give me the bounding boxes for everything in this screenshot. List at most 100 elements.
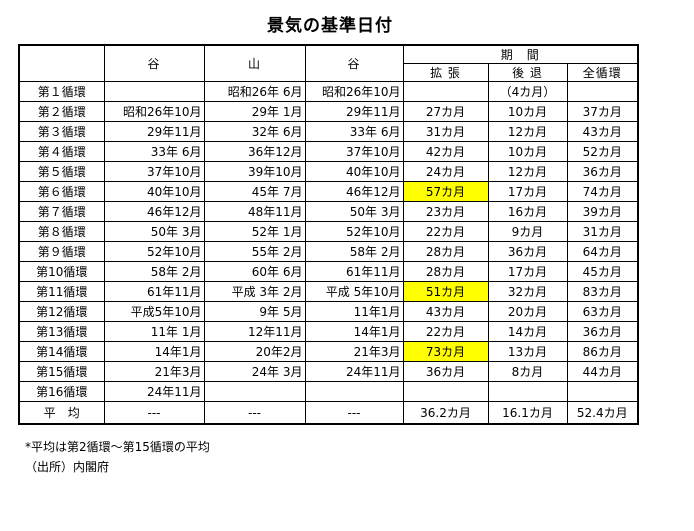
duration-cell: 42カ月 <box>402 141 489 162</box>
date-cell: 46年12月 <box>103 201 205 222</box>
date-cell: 29年 1月 <box>203 101 306 122</box>
average-label: 平 均 <box>18 401 105 425</box>
date-cell: 40年10月 <box>103 181 205 202</box>
cycle-label: 第16循環 <box>18 381 105 402</box>
cycle-label: 第４循環 <box>18 141 105 162</box>
date-cell: 24年 3月 <box>203 361 306 382</box>
duration-cell: 10カ月 <box>487 141 568 162</box>
date-cell: 58年 2月 <box>304 241 404 262</box>
cycle-label: 第13循環 <box>18 321 105 342</box>
cycle-label: 第15循環 <box>18 361 105 382</box>
duration-cell: 39カ月 <box>566 201 639 222</box>
date-cell: 昭和26年10月 <box>103 101 205 122</box>
duration-cell: 36カ月 <box>402 361 489 382</box>
duration-cell: 37カ月 <box>566 101 639 122</box>
header-valley1: 谷 <box>103 44 205 82</box>
table-row: 第１循環 昭和26年 6月 昭和26年10月 （4カ月） <box>18 81 639 102</box>
duration-cell: 14カ月 <box>487 321 568 342</box>
table-row: 第７循環 46年12月 48年11月 50年 3月 23カ月 16カ月 39カ月 <box>18 201 639 222</box>
average-expansion: 36.2カ月 <box>402 401 489 425</box>
duration-cell <box>402 81 489 102</box>
date-cell: 37年10月 <box>304 141 404 162</box>
duration-cell <box>566 381 639 402</box>
duration-cell: 36カ月 <box>566 161 639 182</box>
duration-cell: 28カ月 <box>402 241 489 262</box>
date-cell: 昭和26年 6月 <box>203 81 306 102</box>
header-valley2: 谷 <box>304 44 404 82</box>
date-cell: 33年 6月 <box>103 141 205 162</box>
average-recession: 16.1カ月 <box>487 401 568 425</box>
header-corner <box>18 44 105 82</box>
date-cell: 52年 1月 <box>203 221 306 242</box>
highlighted-duration-cell: 57カ月 <box>402 181 489 202</box>
duration-cell: 9カ月 <box>487 221 568 242</box>
date-cell: 52年10月 <box>103 241 205 262</box>
date-cell: 45年 7月 <box>203 181 306 202</box>
date-cell: 11年1月 <box>304 301 404 322</box>
duration-cell: 31カ月 <box>402 121 489 142</box>
duration-cell: 16カ月 <box>487 201 568 222</box>
table-row: 第８循環 50年 3月 52年 1月 52年10月 22カ月 9カ月 31カ月 <box>18 221 639 242</box>
table-row: 第13循環 11年 1月 12年11月 14年1月 22カ月 14カ月 36カ月 <box>18 321 639 342</box>
date-cell: 58年 2月 <box>103 261 205 282</box>
page-title: 景気の基準日付 <box>267 16 393 36</box>
cycle-label: 第12循環 <box>18 301 105 322</box>
duration-cell: 86カ月 <box>566 341 639 362</box>
date-cell: 14年1月 <box>103 341 205 362</box>
table-row: 第９循環 52年10月 55年 2月 58年 2月 28カ月 36カ月 64カ月 <box>18 241 639 262</box>
date-cell: 20年2月 <box>203 341 306 362</box>
average-valley1: --- <box>103 401 205 425</box>
date-cell: 61年11月 <box>103 281 205 302</box>
date-cell: 46年12月 <box>304 181 404 202</box>
date-cell: 50年 3月 <box>304 201 404 222</box>
cycle-label: 第２循環 <box>18 101 105 122</box>
duration-cell: 17カ月 <box>487 181 568 202</box>
date-cell: 39年10月 <box>203 161 306 182</box>
table-row: 第４循環 33年 6月 36年12月 37年10月 42カ月 10カ月 52カ月 <box>18 141 639 162</box>
table-row: 第６循環 40年10月 45年 7月 46年12月 57カ月 17カ月 74カ月 <box>18 181 639 202</box>
cycle-label: 第９循環 <box>18 241 105 262</box>
date-cell <box>103 81 205 102</box>
duration-cell: 17カ月 <box>487 261 568 282</box>
cycle-label: 第14循環 <box>18 341 105 362</box>
footnote-source: （出所）内閣府 <box>25 459 110 474</box>
table-row: 第12循環 平成5年10月 9年 5月 11年1月 43カ月 20カ月 63カ月 <box>18 301 639 322</box>
header-full-cycle: 全循環 <box>566 63 639 82</box>
date-cell: 33年 6月 <box>304 121 404 142</box>
duration-cell: 83カ月 <box>566 281 639 302</box>
cycle-label: 第10循環 <box>18 261 105 282</box>
date-cell: 11年 1月 <box>103 321 205 342</box>
date-cell: 平成 5年10月 <box>304 281 404 302</box>
table-row: 第14循環 14年1月 20年2月 21年3月 73カ月 13カ月 86カ月 <box>18 341 639 362</box>
duration-cell: 52カ月 <box>566 141 639 162</box>
cycle-rows: 第１循環 昭和26年 6月 昭和26年10月 （4カ月） 第２循環 昭和26年10月 29年… <box>18 81 639 402</box>
table-row: 第16循環 24年11月 <box>18 381 639 402</box>
date-cell: 55年 2月 <box>203 241 306 262</box>
average-mountain: --- <box>203 401 306 425</box>
date-cell: 61年11月 <box>304 261 404 282</box>
date-cell: 37年10月 <box>103 161 205 182</box>
average-full-cycle: 52.4カ月 <box>566 401 639 425</box>
duration-cell: 13カ月 <box>487 341 568 362</box>
table-row: 第10循環 58年 2月 60年 6月 61年11月 28カ月 17カ月 45カ月 <box>18 261 639 282</box>
duration-cell: 28カ月 <box>402 261 489 282</box>
date-cell: 昭和26年10月 <box>304 81 404 102</box>
header-recession: 後 退 <box>487 63 568 82</box>
date-cell: 24年11月 <box>304 361 404 382</box>
date-cell: 平成5年10月 <box>103 301 205 322</box>
date-cell: 29年11月 <box>304 101 404 122</box>
date-cell: 平成 3年 2月 <box>203 281 306 302</box>
duration-cell: 45カ月 <box>566 261 639 282</box>
footnote-average-note: *平均は第2循環～第15循環の平均 <box>25 440 210 454</box>
duration-cell: 64カ月 <box>566 241 639 262</box>
header-mountain: 山 <box>203 44 306 82</box>
duration-cell: 24カ月 <box>402 161 489 182</box>
date-cell: 50年 3月 <box>103 221 205 242</box>
cycle-label: 第７循環 <box>18 201 105 222</box>
date-cell <box>203 381 306 402</box>
cycle-label: 第６循環 <box>18 181 105 202</box>
duration-cell: 63カ月 <box>566 301 639 322</box>
highlighted-duration-cell: 51カ月 <box>402 281 489 302</box>
duration-cell: 8カ月 <box>487 361 568 382</box>
